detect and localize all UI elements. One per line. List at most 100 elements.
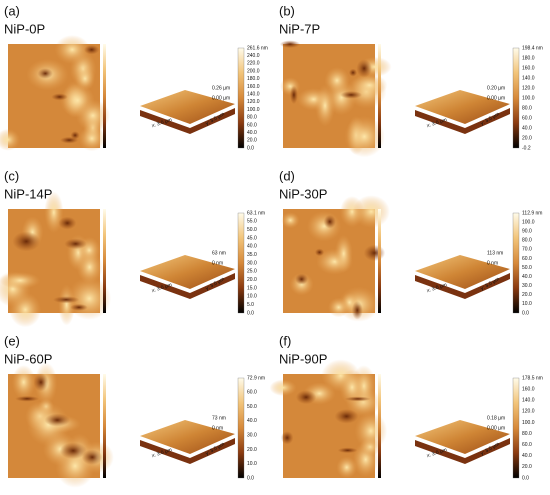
image-texture — [334, 234, 353, 273]
image-texture — [281, 212, 300, 229]
colorbar-tick-label: 100.0 — [522, 95, 535, 101]
surface-3d: 73 nm0 nmx: 3.0 µm y: 3.0 µm — [140, 415, 235, 464]
mini-colorbar — [378, 209, 381, 313]
image-texture — [356, 59, 372, 78]
image-texture — [37, 68, 53, 79]
z-bottom-label: 0 nm — [212, 425, 223, 431]
surface-top — [140, 255, 235, 289]
sample-name: NiP-30P — [279, 186, 327, 201]
image-texture — [315, 84, 335, 127]
z-bottom-label: 0 nm — [212, 260, 223, 266]
surface-top — [140, 420, 235, 454]
image-texture — [70, 303, 88, 311]
image-texture — [58, 216, 77, 230]
image-texture — [280, 431, 294, 445]
colorbar-tick-label: 60.0 — [247, 390, 257, 396]
colorbar-tick-label: 30.0 — [247, 260, 257, 266]
colorbar-tick-label: 0.0 — [247, 475, 254, 481]
colorbar: 178.5 nm 160.0 140.0 120.0 100.0 80.0 60.0 40.0… — [512, 375, 543, 481]
afm-image — [0, 35, 110, 152]
colorbar-tick-label: 50.0 — [247, 227, 257, 233]
image-texture — [59, 442, 87, 460]
colorbar-tick-label: 20.0 — [522, 292, 532, 298]
colorbar-tick-label: 180.0 — [247, 76, 260, 82]
colorbar-tick-label: 30.0 — [247, 432, 257, 438]
z-top-label: 63 nm — [212, 250, 226, 256]
colorbar-tick-label: 40.0 — [247, 130, 257, 136]
z-top-label: 0.18 µm — [487, 415, 505, 421]
afm-image — [281, 195, 390, 322]
image-texture — [295, 390, 317, 405]
image-texture — [59, 136, 79, 144]
sample-name: NiP-14P — [4, 186, 52, 201]
colorbar-tick-label: 50.0 — [522, 265, 532, 271]
mini-colorbar — [378, 374, 381, 478]
image-texture — [11, 365, 36, 400]
surface-3d: 0.26 µm0.00 µmx: 3.0 µm y: 3.0 µm — [140, 85, 235, 134]
afm-image — [0, 191, 112, 328]
colorbar: 63.1 nm 55.0 50.0 45.0 40.0 35.0 30.0 25.0 20.0 1… — [237, 210, 265, 316]
sample-name: NiP-0P — [4, 21, 45, 36]
surface-3d: 0.18 µm0.00 µmx: 3.0 µm y: 3.0 µm — [415, 415, 510, 464]
colorbar-tick-label: 10.0 — [247, 461, 257, 467]
colorbar-tick-label: 140.0 — [247, 91, 260, 97]
panel-label: (c) — [4, 168, 19, 183]
colorbar-tick-label: 100.0 — [522, 219, 535, 225]
sample-name: NiP-90P — [279, 351, 327, 366]
surface-side — [140, 438, 235, 464]
image-texture — [75, 99, 110, 132]
colorbar-tick-label: 40.0 — [247, 418, 257, 424]
colorbar-tick-label: 180.0 — [522, 55, 535, 61]
image-texture — [54, 35, 90, 65]
surface-3d: 113 nm0 nmx: 3.0 µm y: 3.0 µm — [415, 250, 510, 299]
colorbar-tick-label: 80.0 — [522, 431, 532, 437]
colorbar-tick-label: 120.0 — [522, 85, 535, 91]
colorbar-max: 63.1 nm — [247, 210, 265, 216]
colorbar-tick-label: 80.0 — [247, 115, 257, 121]
colorbar-tick-label: -0.2 — [522, 145, 531, 151]
image-texture — [81, 449, 103, 465]
panel-label: (e) — [4, 333, 20, 348]
colorbar-tick-label: 40.0 — [522, 125, 532, 131]
mini-colorbar — [103, 44, 106, 148]
image-texture — [0, 128, 21, 151]
image-texture — [78, 125, 106, 152]
image-texture — [74, 66, 96, 91]
image-texture — [76, 250, 103, 284]
surface-3d: 63 nm0 nmx: 3.0 µm y: 3.0 µm — [140, 250, 235, 299]
colorbar-tick-label: 200.0 — [247, 68, 260, 74]
colorbar-tick-label: 90.0 — [522, 229, 532, 235]
colorbar-tick-label: 15.0 — [247, 285, 257, 291]
colorbar-tick-label: 160.0 — [247, 84, 260, 90]
z-top-label: 73 nm — [212, 415, 226, 421]
image-texture — [15, 395, 40, 402]
sample-name: NiP-7P — [279, 21, 320, 36]
surface-side — [415, 108, 510, 134]
colorbar-tick-label: 100.0 — [247, 107, 260, 113]
colorbar-tick-label: 140.0 — [522, 75, 535, 81]
z-bottom-label: 0.00 µm — [487, 425, 505, 431]
image-texture — [83, 44, 100, 55]
colorbar-tick-label: 120.0 — [522, 409, 535, 415]
colorbar-scale — [237, 47, 245, 149]
z-top-label: 0.26 µm — [212, 85, 230, 91]
colorbar-tick-label: 20.0 — [522, 135, 532, 141]
surface-3d: 0.20 µm0.00 µmx: 3.0 µm y: 3.0 µm — [415, 85, 510, 134]
surface-top — [415, 90, 510, 124]
surface-top — [415, 420, 510, 454]
colorbar-tick-label: 40.0 — [522, 274, 532, 280]
afm-image — [269, 359, 388, 479]
surface-top — [140, 90, 235, 124]
colorbar-tick-label: 60.0 — [247, 122, 257, 128]
image-texture — [354, 412, 388, 450]
colorbar-max: 261.6 nm — [247, 45, 268, 51]
image-texture — [344, 396, 371, 402]
image-texture — [337, 447, 358, 454]
colorbar: 72.9 nm 60.0 50.0 40.0 30.0 20.0 10.0 0.0 — [237, 375, 265, 481]
z-top-label: 113 nm — [487, 250, 503, 256]
image-texture — [0, 272, 41, 290]
